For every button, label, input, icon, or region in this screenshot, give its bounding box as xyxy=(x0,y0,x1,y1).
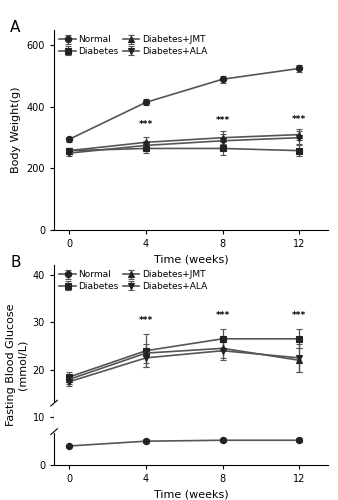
Text: ***: *** xyxy=(139,120,153,129)
Legend: Normal, Diabetes, Diabetes+JMT, Diabetes+ALA: Normal, Diabetes, Diabetes+JMT, Diabetes… xyxy=(58,270,208,291)
X-axis label: Time (weeks): Time (weeks) xyxy=(154,254,228,264)
X-axis label: Time (weeks): Time (weeks) xyxy=(154,490,228,500)
Text: B: B xyxy=(10,255,21,270)
Y-axis label: Body Weight(g): Body Weight(g) xyxy=(11,87,21,174)
Text: ***: *** xyxy=(292,311,306,320)
Text: ***: *** xyxy=(215,116,230,126)
Text: A: A xyxy=(10,20,21,35)
Bar xyxy=(54,403,328,432)
Text: ***: *** xyxy=(292,115,306,124)
Text: ***: *** xyxy=(215,311,230,320)
Y-axis label: Fasting Blood Glucose
(mmol/L): Fasting Blood Glucose (mmol/L) xyxy=(5,304,27,426)
Legend: Normal, Diabetes, Diabetes+JMT, Diabetes+ALA: Normal, Diabetes, Diabetes+JMT, Diabetes… xyxy=(58,34,208,56)
Text: ***: *** xyxy=(139,316,153,324)
